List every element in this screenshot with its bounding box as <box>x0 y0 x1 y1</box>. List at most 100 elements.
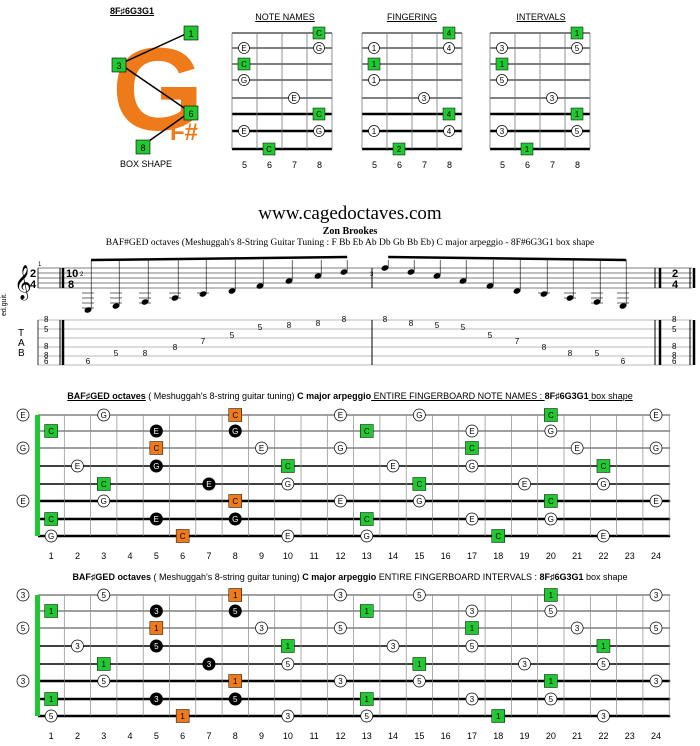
fret-number: 11 <box>309 551 318 561</box>
svg-text:5: 5 <box>154 642 159 651</box>
mini-note-circle <box>443 125 455 137</box>
staff-note <box>433 273 441 279</box>
note-circle <box>465 639 479 653</box>
svg-text:C: C <box>601 462 607 471</box>
note-black <box>149 692 163 706</box>
marker-1: 1 <box>183 25 199 41</box>
svg-text:C: C <box>469 444 475 453</box>
svg-text:C: C <box>495 532 501 541</box>
tab-fret-number: 5 <box>488 331 493 340</box>
description: BAF#GED octaves (Meshuggah's 8-String Gu… <box>105 238 595 248</box>
tab-fret-number: 7 <box>515 337 520 346</box>
note-green <box>465 441 479 455</box>
fret-number: 16 <box>441 731 451 741</box>
site-url[interactable]: www.cagedoctaves.com <box>258 203 442 224</box>
note-green <box>281 639 295 653</box>
instrument-label: ed.guit. <box>1 293 8 316</box>
note-circle <box>334 494 347 508</box>
note-circle <box>465 459 479 473</box>
note-green <box>544 588 558 602</box>
svg-text:5: 5 <box>102 677 107 686</box>
svg-text:1: 1 <box>365 607 370 616</box>
svg-text:G: G <box>316 127 322 136</box>
svg-text:5: 5 <box>549 695 554 704</box>
svg-text:1: 1 <box>549 677 554 686</box>
note-circle <box>544 604 558 618</box>
mini-note-marker <box>312 26 326 40</box>
mini-note-circle <box>288 92 300 104</box>
staff-note <box>593 299 601 305</box>
svg-text:G: G <box>416 411 422 420</box>
note-green <box>596 459 611 473</box>
svg-text:1: 1 <box>372 60 377 69</box>
note-circle <box>544 512 558 526</box>
note-circle <box>570 621 584 635</box>
note-orange <box>175 709 190 723</box>
mini-note-marker <box>262 142 276 156</box>
fret-number: 19 <box>520 731 530 741</box>
svg-text:1: 1 <box>286 642 291 651</box>
note-circle <box>649 408 663 422</box>
svg-text:1: 1 <box>372 127 377 136</box>
note-circle <box>649 621 663 635</box>
note-circle <box>334 588 347 602</box>
note-circle <box>334 674 347 688</box>
note-green <box>412 477 427 491</box>
mini-fret-number: 7 <box>550 160 555 170</box>
note-black <box>228 424 242 438</box>
note-circle <box>16 674 30 688</box>
svg-text:E: E <box>241 44 246 53</box>
fret-number: 3 <box>101 551 106 561</box>
svg-text:8: 8 <box>140 143 145 153</box>
fret-number: 19 <box>520 551 530 561</box>
tab-fret-number: 5 <box>258 323 263 332</box>
note-circle <box>44 709 58 723</box>
staff-note <box>112 303 120 309</box>
note-circle <box>255 621 268 635</box>
tab-label-a: A <box>18 338 25 349</box>
tab-fret-number: 8 <box>316 319 321 328</box>
svg-text:4: 4 <box>447 29 452 38</box>
fret-number: 6 <box>180 731 185 741</box>
svg-text:5: 5 <box>233 607 238 616</box>
mini-note-circle <box>571 42 583 54</box>
staff-note <box>486 283 494 289</box>
svg-text:E: E <box>601 532 606 541</box>
note-circle <box>360 529 374 543</box>
note-green <box>465 621 479 635</box>
mini-note-marker <box>392 142 406 156</box>
svg-text:1: 1 <box>496 712 501 721</box>
note-green <box>491 709 505 723</box>
beam <box>91 255 348 262</box>
note-circle <box>413 494 426 508</box>
mini-note-marker <box>367 57 381 71</box>
tab-end-label: 8 <box>672 315 677 324</box>
tab-fret-number: 7 <box>201 337 206 346</box>
note-circle <box>44 529 58 543</box>
svg-text:5: 5 <box>470 642 475 651</box>
svg-text:5: 5 <box>365 712 370 721</box>
svg-text:3: 3 <box>522 660 527 669</box>
mini-fret-number: 7 <box>422 160 427 170</box>
tab-fret-number: 8 <box>383 315 388 324</box>
svg-text:G: G <box>337 444 343 453</box>
fret-number: 4 <box>128 551 133 561</box>
svg-text:1: 1 <box>549 591 554 600</box>
fret-number: 7 <box>206 731 211 741</box>
svg-text:C: C <box>316 29 322 38</box>
svg-text:1: 1 <box>575 29 580 38</box>
svg-text:E: E <box>469 427 474 436</box>
mini-fret-number: 6 <box>267 160 272 170</box>
note-circle <box>16 588 30 602</box>
svg-text:5: 5 <box>575 127 580 136</box>
nut <box>35 595 40 716</box>
svg-text:G: G <box>101 411 107 420</box>
svg-text:3: 3 <box>500 127 505 136</box>
mini-note-circle <box>443 42 455 54</box>
note-orange <box>149 621 164 635</box>
svg-text:1: 1 <box>525 145 530 154</box>
note-circle <box>649 674 663 688</box>
note-circle <box>16 441 30 455</box>
fret-number: 6 <box>180 551 185 561</box>
